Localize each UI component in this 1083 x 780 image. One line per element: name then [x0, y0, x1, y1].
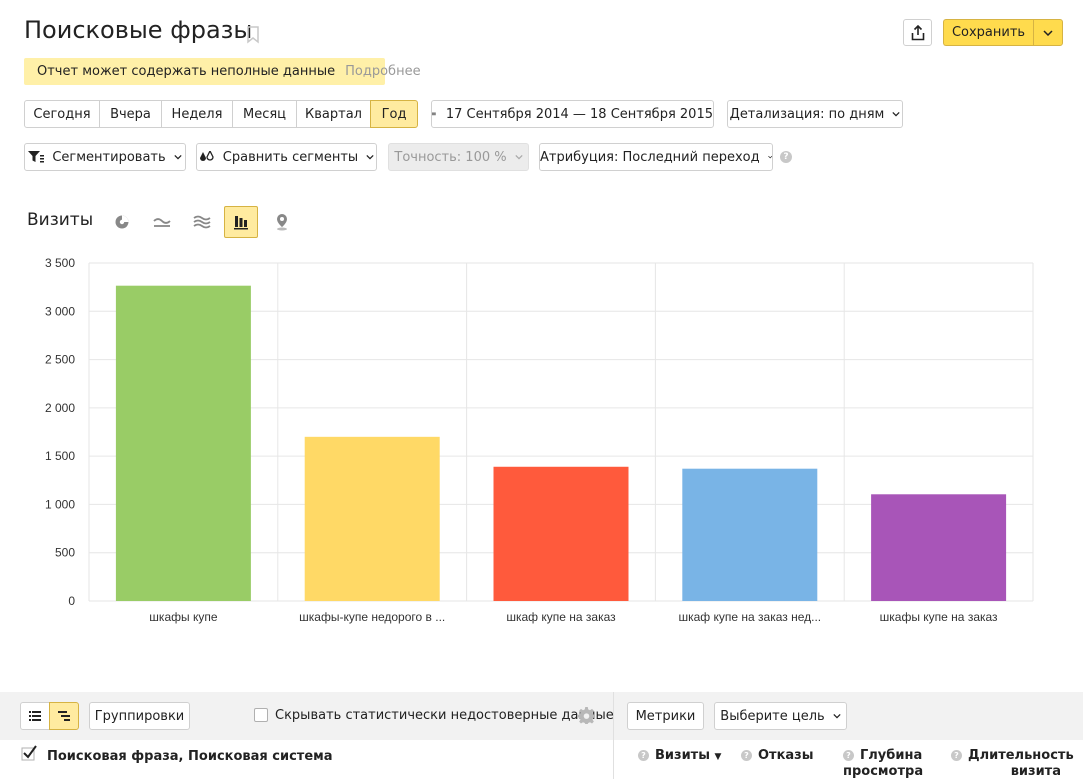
period-week[interactable]: Неделя: [161, 100, 233, 128]
x-tick-label: шкафы купе: [149, 610, 218, 624]
visits-bar-chart: 0 500 1 000 1 500 2 000 2 500 3 000 3 500 шкафы …: [45, 256, 1034, 624]
chevron-down-icon: [514, 154, 523, 160]
bar[interactable]: [115, 285, 251, 601]
table-divider: [613, 740, 614, 779]
detail-label: Детализация: по дням: [729, 106, 885, 122]
dimension-checkbox[interactable]: [21, 745, 37, 761]
page-title: Поисковые фразы: [24, 16, 253, 44]
bar[interactable]: [304, 436, 440, 601]
goal-select[interactable]: Выберите цель: [714, 702, 847, 730]
y-tick-label: 0: [68, 594, 75, 608]
date-range-picker[interactable]: 17 Сентября 2014 — 18 Сентября 2015: [431, 100, 714, 128]
period-quarter[interactable]: Квартал: [296, 100, 371, 128]
bar[interactable]: [871, 494, 1007, 601]
map-pin-icon[interactable]: [265, 206, 299, 238]
share-icon: [911, 24, 924, 40]
list-icon: [29, 711, 41, 721]
attribution-label: Атрибуция: Последний переход: [540, 149, 760, 165]
groupings-button[interactable]: Группировки: [89, 702, 190, 730]
date-range-text: 17 Сентября 2014 — 18 Сентября 2015: [445, 106, 713, 122]
save-button[interactable]: Сохранить: [943, 19, 1033, 46]
column-duration[interactable]: ? Длительность визита: [951, 748, 1074, 780]
x-tick-label: шкафы купе на заказ: [880, 610, 998, 624]
warning-text: Отчет может содержать неполные данные: [37, 64, 336, 79]
y-tick-label: 2 500: [45, 353, 75, 367]
pie-chart-icon[interactable]: [105, 206, 139, 238]
gear-icon[interactable]: [578, 707, 595, 724]
incomplete-data-warning: Отчет может содержать неполные данные По…: [24, 58, 421, 85]
segment-label: Сегментировать: [52, 149, 166, 165]
period-selector: Сегодня Вчера Неделя Месяц Квартал Год: [24, 100, 418, 128]
compare-drops-icon: [199, 150, 214, 161]
more-link[interactable]: Подробнее: [345, 64, 421, 79]
help-icon[interactable]: ?: [780, 151, 792, 163]
accuracy-label: Точность: 100 %: [394, 149, 507, 165]
period-month[interactable]: Месяц: [232, 100, 297, 128]
y-tick-label: 3 000: [45, 304, 75, 318]
bar[interactable]: [493, 466, 629, 601]
period-yesterday[interactable]: Вчера: [99, 100, 162, 128]
help-icon[interactable]: ?: [741, 750, 752, 761]
column-depth[interactable]: ? Глубина просмотра: [843, 748, 924, 779]
detail-select[interactable]: Детализация: по дням: [727, 100, 903, 128]
segment-button[interactable]: Сегментировать: [24, 143, 186, 171]
period-year[interactable]: Год: [370, 100, 418, 128]
chevron-down-icon: [174, 154, 182, 160]
column-visits[interactable]: ? Визиты ▼: [638, 748, 721, 765]
x-tick-label: шкафы-купе недорого в ...: [299, 610, 445, 624]
area-chart-icon[interactable]: [185, 206, 219, 238]
table-header: [0, 740, 1083, 779]
save-options-button[interactable]: [1033, 19, 1063, 46]
sort-desc-icon: ▼: [714, 752, 722, 762]
hide-unreliable-checkbox[interactable]: [254, 708, 268, 722]
accuracy-select[interactable]: Точность: 100 %: [388, 143, 529, 171]
help-icon[interactable]: ?: [638, 750, 649, 761]
help-icon[interactable]: ?: [843, 750, 854, 761]
toolbar-divider: [613, 692, 614, 779]
x-tick-label: шкаф купе на заказ нед...: [678, 610, 821, 624]
y-tick-label: 500: [55, 546, 75, 560]
bar-chart-icon[interactable]: [224, 206, 258, 238]
line-chart-icon[interactable]: [145, 206, 179, 238]
chart-metric-label: Визиты: [27, 210, 94, 230]
bookmark-icon[interactable]: [246, 26, 260, 44]
y-tick-label: 1 500: [45, 449, 75, 463]
dimension-label: Поисковая фраза, Поисковая система: [47, 749, 333, 764]
tree-view-button[interactable]: [49, 702, 79, 730]
share-button[interactable]: [903, 19, 932, 46]
flat-view-button[interactable]: [20, 702, 50, 730]
y-tick-label: 3 500: [45, 256, 75, 270]
chevron-down-icon: [366, 154, 374, 160]
chevron-down-icon: [892, 111, 900, 117]
calendar-icon: [432, 112, 436, 116]
metrics-button[interactable]: Метрики: [627, 702, 704, 730]
y-tick-label: 1 000: [45, 497, 75, 511]
y-tick-label: 2 000: [45, 401, 75, 415]
help-icon[interactable]: ?: [951, 750, 962, 761]
attribution-select[interactable]: Атрибуция: Последний переход: [539, 143, 773, 171]
chevron-down-icon: [833, 713, 841, 719]
compare-label: Сравнить сегменты: [222, 149, 359, 165]
goal-label: Выберите цель: [720, 708, 825, 724]
x-tick-label: шкаф купе на заказ: [506, 610, 616, 624]
hide-unreliable-label: Скрывать статистически недостоверные дан…: [275, 708, 614, 723]
column-bounces[interactable]: ? Отказы: [741, 748, 814, 764]
period-today[interactable]: Сегодня: [24, 100, 100, 128]
tree-list-icon: [58, 711, 70, 721]
chevron-down-icon: [1043, 29, 1053, 36]
filter-icon: [28, 151, 45, 163]
compare-segments-button[interactable]: Сравнить сегменты: [196, 143, 377, 171]
chevron-down-icon: [767, 155, 772, 159]
bar[interactable]: [682, 468, 818, 601]
